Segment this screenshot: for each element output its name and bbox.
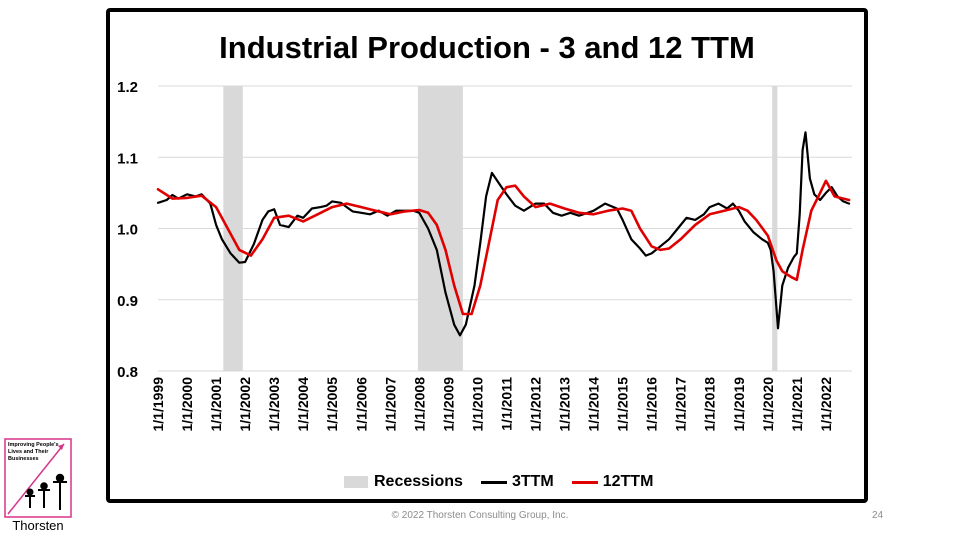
legend-label-3ttm: 3TTM — [511, 473, 554, 490]
legend-item-3ttm: 3TTM — [480, 473, 554, 491]
x-tick-label: 1/1/2002 — [237, 377, 253, 432]
legend: Recessions 3TTM 12TTM — [344, 472, 671, 492]
legend-swatch-12ttm — [571, 480, 598, 484]
legend-item-12ttm: 12TTM — [571, 473, 654, 491]
legend-item-recessions: Recessions — [344, 473, 463, 491]
company-logo: Improving People's Lives and Their Busin… — [4, 438, 72, 534]
x-tick-label: 1/1/2019 — [731, 377, 747, 432]
x-tick-label: 1/1/2006 — [353, 377, 369, 432]
logo-slogan: Improving People's Lives and Their Busin… — [8, 442, 59, 462]
x-tick-label: 1/1/2014 — [586, 377, 602, 432]
y-tick-label: 1.1 — [117, 150, 138, 167]
page-number: 24 — [872, 510, 884, 521]
y-tick-label: 0.8 — [117, 364, 138, 381]
legend-label-12ttm: 12TTM — [602, 473, 654, 490]
legend-swatch-3ttm — [480, 480, 507, 484]
x-tick-label: 1/1/2008 — [411, 377, 427, 432]
x-tick-label: 1/1/2013 — [557, 377, 573, 432]
x-tick-label: 1/1/2021 — [789, 377, 805, 432]
x-tick-label: 1/1/2018 — [702, 377, 718, 432]
y-tick-label: 1.0 — [117, 222, 138, 239]
x-tick-label: 1/1/2005 — [324, 377, 340, 432]
x-tick-label: 1/1/2003 — [266, 377, 282, 432]
x-tick-label: 1/1/2022 — [818, 377, 834, 432]
logo-graphic — [4, 438, 72, 518]
x-tick-label: 1/1/1999 — [150, 377, 166, 432]
x-tick-label: 1/1/2012 — [527, 377, 543, 432]
x-tick-label: 1/1/2011 — [498, 377, 514, 431]
x-tick-label: 1/1/2020 — [760, 377, 776, 432]
y-tick-label: 1.2 — [117, 79, 138, 96]
series-line-3ttm — [156, 131, 851, 337]
x-tick-label: 1/1/2010 — [469, 377, 485, 432]
legend-label-recessions: Recessions — [374, 473, 463, 490]
x-tick-label: 1/1/2001 — [208, 377, 224, 432]
logo-name: Thorsten — [12, 518, 64, 533]
footer-copyright: © 2022 Thorsten Consulting Group, Inc. — [391, 510, 569, 521]
x-tick-label: 1/1/2015 — [615, 377, 631, 432]
series-line-12ttm — [156, 179, 851, 316]
x-tick-label: 1/1/2004 — [295, 377, 311, 432]
x-tick-label: 1/1/2016 — [644, 377, 660, 432]
chart-title: Industrial Production - 3 and 12 TTM — [219, 30, 755, 65]
legend-swatch-recessions — [344, 476, 368, 488]
x-tick-label: 1/1/2000 — [179, 377, 195, 432]
x-tick-label: 1/1/2009 — [440, 377, 456, 432]
x-tick-label: 1/1/2007 — [382, 377, 398, 432]
y-tick-label: 0.9 — [117, 293, 138, 310]
x-tick-label: 1/1/2017 — [673, 377, 689, 432]
